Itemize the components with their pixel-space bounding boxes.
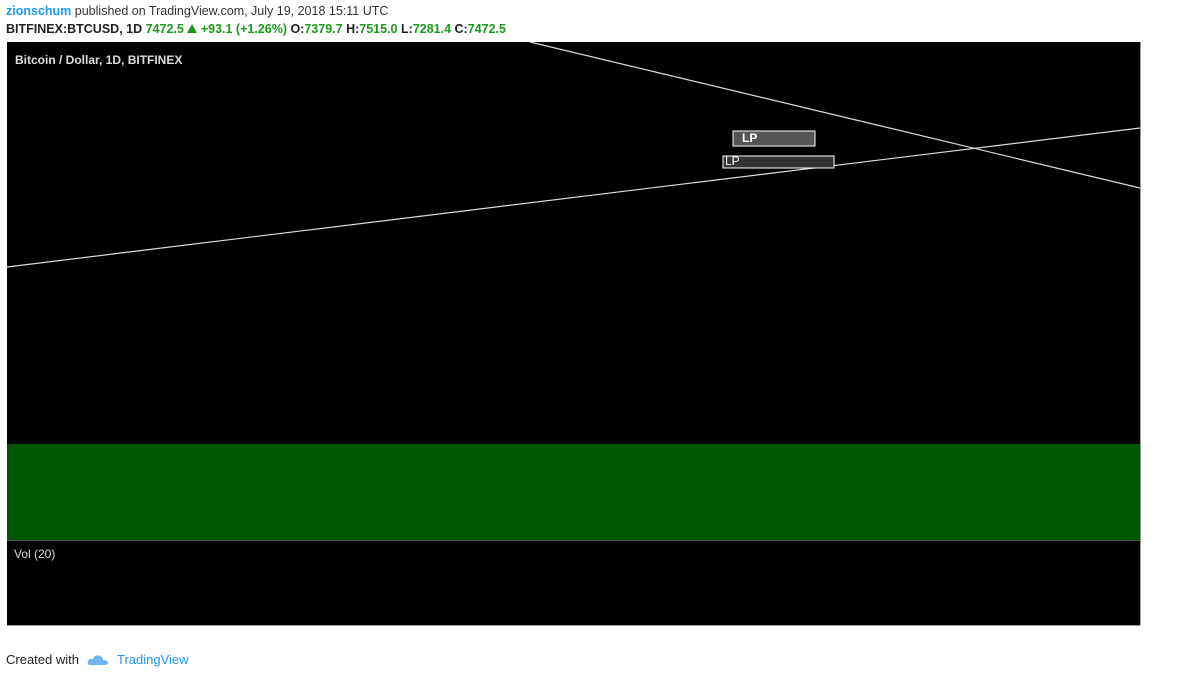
ohlc-value: 7379.7 [304, 22, 343, 36]
footer: Created with TradingView [6, 652, 189, 667]
symbol-line: BITFINEX:BTCUSD, 1D 7472.5 +93.1 (+1.26%… [6, 22, 506, 36]
annotation-box [722, 155, 835, 169]
brand[interactable]: TradingView [116, 652, 189, 667]
price-axis [1140, 42, 1191, 625]
ohlc-value: 7281.4 [412, 22, 452, 36]
annotation-box [732, 130, 816, 147]
trend-line [7, 127, 1140, 268]
symbol: BITFINEX:BTCUSD, 1D [6, 22, 143, 36]
volume-title: Vol (20) [14, 547, 55, 561]
chart: LP LP Bitcoin / Dollar, 1D, BITFINEX Vol… [7, 42, 1191, 626]
drawings [7, 42, 1140, 268]
chart-title: Bitcoin / Dollar, 1D, BITFINEX [15, 53, 182, 67]
logo [87, 654, 108, 665]
up-arrow [187, 24, 198, 33]
last-price: 7472.5 [145, 22, 184, 36]
ohlc: O:7379.7 H:7515.0 L:7281.4 C:7472.5 [290, 22, 506, 36]
change: +93.1 (+1.26%) [200, 22, 287, 36]
ohlc-key: L: [401, 22, 413, 36]
ohlc-key: H: [346, 22, 360, 36]
author[interactable]: zionschum [6, 4, 72, 18]
ohlc-value: 7472.5 [467, 22, 506, 36]
support-zone [7, 444, 1140, 540]
ohlc-value: 7515.0 [359, 22, 398, 36]
created-with: Created with [6, 652, 79, 667]
ohlc-key: O: [290, 22, 305, 36]
header-line: zionschum published on TradingView.com, … [6, 4, 388, 18]
trend-line [529, 42, 1140, 189]
annotation: LP [725, 154, 740, 168]
published: published on TradingView.com, July 19, 2… [74, 4, 389, 18]
ohlc-key: C: [454, 22, 468, 36]
annotation: LP [742, 131, 757, 145]
